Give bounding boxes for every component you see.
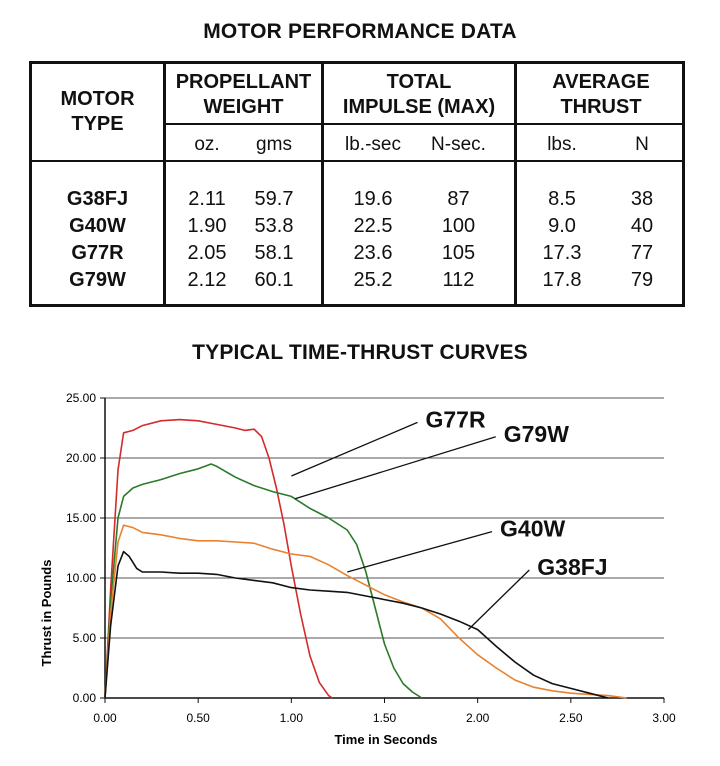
chart-title: TYPICAL TIME-THRUST CURVES xyxy=(192,341,528,364)
table-title: MOTOR PERFORMANCE DATA xyxy=(203,20,517,43)
y-axis-label: Thrust in Pounds xyxy=(39,560,54,667)
header-rule xyxy=(32,160,682,162)
table-divider xyxy=(321,64,324,304)
cell-lb-sec: 25.2 xyxy=(353,269,393,291)
cell-n-sec: 87 xyxy=(447,188,470,210)
header-motor-type: MOTOR TYPE xyxy=(60,88,135,135)
cell-n: 40 xyxy=(630,215,654,237)
cell-n-sec: 112 xyxy=(442,269,475,291)
cell-oz: 1.90 xyxy=(187,215,227,237)
cell-lbs: 17.8 xyxy=(542,269,582,291)
series-label: G40W xyxy=(500,516,565,542)
cell-oz: 2.05 xyxy=(187,242,227,264)
header-rule xyxy=(163,123,682,125)
cell-lb-sec: 19.6 xyxy=(353,188,393,210)
series-leader-line xyxy=(294,436,496,500)
cell-n: 77 xyxy=(630,242,654,264)
header-propellant-weight: PROPELLANT WEIGHT xyxy=(175,71,312,118)
cell-n: 38 xyxy=(630,188,654,210)
unit-n: N xyxy=(635,134,649,155)
cell-gms: 60.1 xyxy=(254,269,294,291)
x-tick-label: 2.50 xyxy=(559,711,583,725)
unit-lbs: lbs. xyxy=(547,134,577,155)
series-leader-line xyxy=(467,569,530,631)
y-tick-label: 20.00 xyxy=(66,451,96,465)
header-total-impulse: TOTAL IMPULSE (MAX) xyxy=(342,71,496,118)
header-average-thrust: AVERAGE THRUST xyxy=(552,71,650,118)
cell-lbs: 9.0 xyxy=(548,215,576,237)
table-row: G77R 2.05 58.1 23.6 105 17.3 77 xyxy=(32,242,682,268)
cell-n-sec: 105 xyxy=(441,242,476,264)
table-row: G38FJ 2.11 59.7 19.6 87 8.5 38 xyxy=(32,188,682,214)
cell-lbs: 8.5 xyxy=(548,188,576,210)
series-label: G79W xyxy=(504,421,569,447)
x-axis-label: Time in Seconds xyxy=(334,732,437,747)
motor-name: G38FJ xyxy=(66,188,129,210)
y-tick-label: 0.00 xyxy=(73,691,97,705)
series-line xyxy=(104,463,423,699)
table-divider xyxy=(163,64,166,304)
y-tick-label: 10.00 xyxy=(66,571,96,585)
cell-gms: 59.7 xyxy=(254,188,294,210)
cell-oz: 2.12 xyxy=(187,269,227,291)
cell-lb-sec: 23.6 xyxy=(353,242,393,264)
x-tick-label: 3.00 xyxy=(652,711,676,725)
cell-n: 79 xyxy=(630,269,654,291)
thrust-chart: 0.00 5.00 10.00 15.00 20.00 25.00 0.00 0.50 1.00… xyxy=(39,391,676,747)
cell-gms: 53.8 xyxy=(254,215,294,237)
series-leader-line xyxy=(347,530,493,573)
y-tick-label: 5.00 xyxy=(73,631,97,645)
unit-gms: gms xyxy=(256,134,292,155)
series-line xyxy=(104,524,627,699)
x-tick-label: 2.00 xyxy=(466,711,490,725)
x-tick-label: 1.00 xyxy=(280,711,304,725)
series-line xyxy=(104,550,609,699)
x-tick-label: 0.00 xyxy=(93,711,117,725)
series-line xyxy=(104,418,333,699)
y-tick-label: 25.00 xyxy=(66,391,96,405)
motor-name: G40W xyxy=(69,215,126,237)
series-leader-line xyxy=(291,421,418,477)
table-divider xyxy=(514,64,517,304)
series-label: G77R xyxy=(425,406,485,432)
motor-name: G77R xyxy=(71,242,124,264)
table-row: G79W 2.12 60.1 25.2 112 17.8 79 xyxy=(32,269,682,295)
unit-oz: oz. xyxy=(194,134,220,155)
cell-lb-sec: 22.5 xyxy=(353,215,393,237)
x-tick-label: 0.50 xyxy=(186,711,210,725)
unit-n-sec: N-sec. xyxy=(431,134,486,155)
motor-name: G79W xyxy=(69,269,126,291)
performance-table: MOTOR TYPE PROPELLANT WEIGHT TOTAL IMPULSE … xyxy=(29,61,685,307)
y-tick-label: 15.00 xyxy=(66,511,96,525)
series-label: G38FJ xyxy=(537,554,607,580)
cell-n-sec: 100 xyxy=(441,215,476,237)
cell-gms: 58.1 xyxy=(254,242,294,264)
unit-lb-sec: lb.-sec xyxy=(345,134,401,155)
table-row: G40W 1.90 53.8 22.5 100 9.0 40 xyxy=(32,215,682,241)
x-tick-label: 1.50 xyxy=(373,711,397,725)
cell-lbs: 17.3 xyxy=(542,242,582,264)
cell-oz: 2.11 xyxy=(188,188,226,210)
